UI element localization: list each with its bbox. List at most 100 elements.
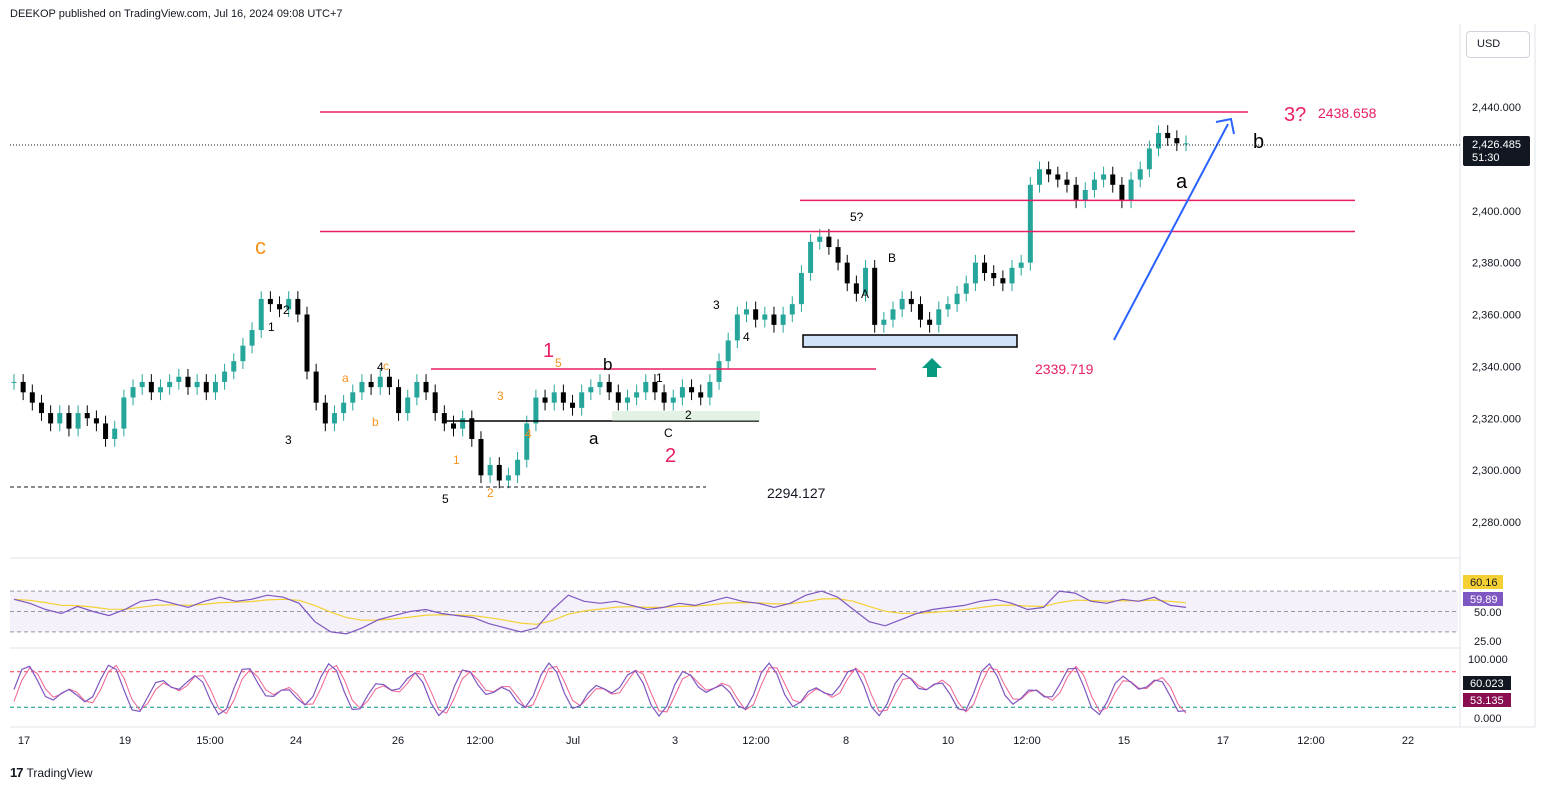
candle-body: [84, 413, 90, 419]
y-tick-label: 2,280.000: [1472, 517, 1521, 529]
candle-body: [1165, 132, 1171, 139]
candle-body: [167, 381, 173, 388]
candle-body: [817, 236, 823, 242]
candle-body: [469, 418, 475, 439]
wave-label-large: a: [1176, 171, 1188, 193]
publish-info: DEEKOP published on TradingView.com, Jul…: [10, 8, 343, 20]
currency-selector[interactable]: USD: [1466, 31, 1530, 58]
wave-label-large: a: [589, 429, 599, 448]
candle-body: [634, 392, 640, 398]
wave-label-large: 3?: [1284, 104, 1306, 126]
candle-body: [1082, 190, 1088, 201]
candle-body: [48, 413, 54, 424]
candle-body: [231, 361, 237, 372]
annotations: 2438.6582339.7192294.127c123?abab1234534…: [10, 104, 1377, 506]
candle-body: [1055, 174, 1061, 180]
candle-body: [936, 309, 942, 325]
trend-arrow: [1113, 123, 1229, 341]
candle-body: [1110, 174, 1116, 185]
candle-body: [844, 262, 850, 284]
x-tick-label: 12:00: [1013, 735, 1041, 747]
wave-label-small: 3: [285, 433, 292, 447]
wave-label-small: 4: [525, 427, 532, 441]
last-price-value: 2,426.485: [1472, 139, 1521, 151]
candle-body: [331, 413, 337, 424]
y-tick-label: 2,400.000: [1472, 206, 1521, 218]
wave-label-small: c: [383, 359, 389, 373]
y-tick-label: 2,360.000: [1472, 310, 1521, 322]
candle-body: [1000, 278, 1006, 284]
wave-label-large: c: [255, 234, 266, 259]
candle-body: [57, 413, 63, 424]
candle-body: [304, 314, 310, 372]
candle-body: [890, 309, 896, 320]
level-label-high: 2438.658: [1318, 105, 1377, 121]
candle-body: [423, 381, 429, 393]
candle-body: [551, 392, 557, 403]
candles: [11, 125, 1189, 489]
y-tick-label: 2,320.000: [1472, 413, 1521, 425]
x-tick-label: 15:00: [196, 735, 224, 747]
candle-body: [158, 387, 163, 393]
rsi-ma-value: 60.16: [1470, 577, 1498, 589]
x-tick-label: 10: [942, 735, 954, 747]
y-tick-label: 2,300.000: [1472, 465, 1521, 477]
candle-body: [707, 381, 713, 398]
x-tick-label: 17: [18, 735, 30, 747]
stoch-level-0: 0.000: [1474, 713, 1502, 725]
tradingview-logo-icon: 17: [10, 765, 24, 780]
candle-body: [313, 371, 319, 403]
candle-body: [954, 293, 960, 305]
wave-label-small: b: [372, 415, 379, 429]
candle-body: [716, 361, 722, 382]
candle-body: [414, 381, 420, 398]
candle-body: [753, 309, 759, 320]
x-tick-label: Jul: [566, 735, 580, 747]
candle-body: [643, 381, 649, 393]
candle-body: [405, 397, 411, 414]
candle-body: [908, 298, 914, 305]
candle-body: [432, 392, 438, 414]
candle-body: [542, 397, 548, 403]
wave-label-small: 2: [487, 486, 494, 500]
rsi-pane: [10, 590, 1458, 635]
candle-body: [679, 387, 685, 398]
tradingview-footer[interactable]: 17 TradingView: [10, 765, 93, 780]
candle-body: [460, 418, 466, 429]
candle-body: [487, 464, 493, 476]
candle-body: [1018, 262, 1024, 268]
candle-body: [661, 392, 667, 403]
candle-body: [927, 319, 933, 325]
pane-frames: [10, 24, 1536, 728]
candle-body: [1146, 148, 1152, 170]
x-tick-label: 17: [1217, 735, 1229, 747]
candle-body: [652, 381, 658, 393]
candle-body: [93, 418, 99, 424]
candle-body: [588, 387, 594, 393]
support-zone: [612, 411, 760, 421]
arrow-head-icon: [1215, 117, 1235, 135]
x-tick-label: 12:00: [742, 735, 770, 747]
wave-label-large: b: [603, 355, 612, 374]
candle-body: [20, 381, 26, 393]
candle-body: [11, 381, 17, 383]
candle-body: [341, 402, 347, 414]
wave-label-small: 1: [453, 453, 460, 467]
candle-body: [203, 381, 209, 393]
candle-body: [789, 304, 795, 315]
wave-label-small: 4: [377, 360, 384, 374]
candle-body: [1101, 174, 1107, 180]
x-axis: 17 19 15:00 24 26 12:00 Jul 3 12:00 8 10 12:00 15 17 1…: [18, 735, 1414, 747]
stoch-k-line: [13, 662, 1187, 717]
candle-body: [249, 330, 255, 346]
candle-body: [121, 397, 127, 429]
candle-body: [377, 376, 383, 388]
candle-body: [1091, 179, 1097, 190]
rsi-level-25: 25.00: [1474, 636, 1502, 648]
candle-body: [881, 319, 887, 325]
candle-body: [103, 423, 109, 439]
candle-body: [798, 273, 804, 305]
candle-body: [963, 283, 969, 294]
candle-body: [982, 262, 988, 273]
